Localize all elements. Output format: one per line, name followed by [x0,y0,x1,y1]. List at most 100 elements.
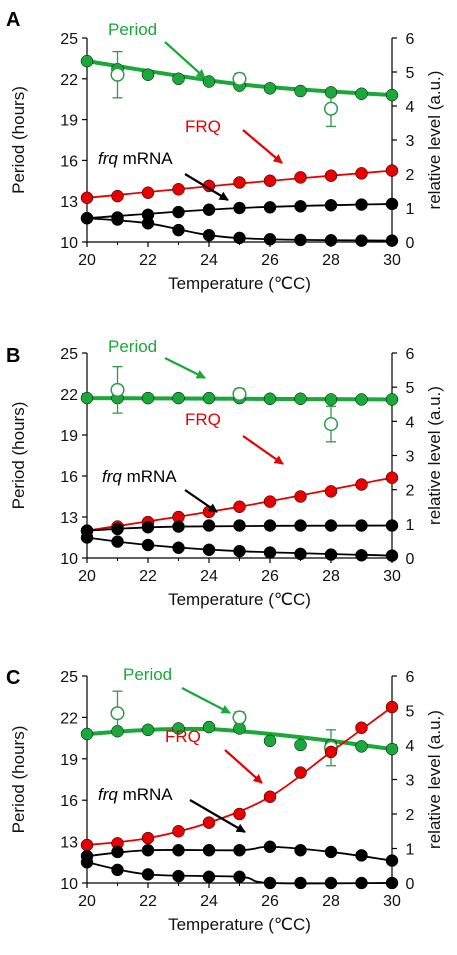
data-point [172,391,185,405]
y2-tick-label: 3 [406,449,415,466]
data-point [294,547,307,561]
arrow-frq [242,435,284,465]
data-point [385,519,399,532]
data-point [233,843,246,857]
y-axis-label: Period (hours) [9,726,28,834]
annotation-frq: FRQ [185,117,221,136]
y2-tick-label: 2 [406,167,415,184]
y2-tick-label: 2 [406,807,415,824]
x-tick-label: 24 [200,252,218,269]
data-point [233,519,246,532]
panel-a: A 10 13 16 19 22 25 0 1 2 3 4 5 6 20 22 24 26 28 30 Temperat… [6,9,444,293]
y-tick-label: 16 [60,469,78,486]
x-tick-label: 22 [139,893,157,910]
data-point [263,82,277,95]
data-point [263,734,277,748]
y-tick-label: 16 [60,153,78,170]
data-point [385,876,399,890]
y-tick-label: 19 [60,752,78,769]
series-mrna-bottom [80,856,399,890]
x-tick-label: 24 [200,568,218,585]
data-point-open [232,710,247,725]
data-point [111,845,124,859]
y2-tick-label: 0 [406,235,415,252]
arrow-mrna [184,489,218,513]
data-point [324,845,338,859]
annotation-period: Period [108,337,157,356]
series-mrna-bottom [80,531,399,562]
data-point [80,531,94,544]
x-tick-label: 22 [139,568,157,585]
data-point [385,197,399,211]
series-mrna-top [80,840,399,867]
data-point [294,490,307,503]
y-tick-label: 22 [60,72,78,89]
y-tick-label: 25 [60,31,78,48]
data-point [202,391,216,405]
data-point-open [323,101,339,116]
y2-tick-label: 6 [406,31,415,48]
y2-tick-label: 1 [406,201,415,218]
y2-tick-label: 0 [406,876,415,893]
data-point [263,519,277,532]
y2-axis-label: relative level (a.u.) [425,71,444,210]
data-point [202,228,216,242]
data-point [294,84,307,98]
panel-c: C 10 13 16 19 22 25 0 1 2 3 4 5 6 20 22 24 26 28 30 Temperat… [6,665,444,934]
x-tick-label: 28 [322,568,340,585]
y2-tick-label: 3 [406,773,415,790]
data-point [80,727,94,741]
data-point [141,68,155,81]
data-point-open [232,71,247,86]
x-tick-label: 30 [383,252,401,269]
y2-tick-label: 5 [406,380,415,397]
x-tick-label: 20 [78,252,96,269]
y-tick-label: 22 [60,387,78,404]
x-axis-label: Temperature (℃C) [168,590,311,609]
data-point [294,392,307,406]
data-point-open [110,382,125,397]
data-point [294,171,307,184]
x-axis-label: Temperature (℃C) [168,274,311,293]
y2-axis-label: relative level (a.u.) [425,386,444,525]
data-point [355,721,368,734]
data-point [80,856,94,869]
y-tick-label: 10 [60,551,78,568]
panel-letter: A [6,9,20,31]
data-point [355,478,368,491]
data-point [172,825,185,838]
data-point [202,870,216,884]
data-point [202,543,216,557]
data-point [172,722,185,735]
data-point [141,868,155,881]
arrow-period [164,41,206,79]
y-tick-label: 19 [60,428,78,445]
data-point [202,816,216,829]
data-point [355,87,368,101]
data-point [355,393,368,406]
data-point [385,393,399,406]
data-point [263,790,277,803]
data-point [233,176,246,189]
data-point [172,183,185,196]
data-point [233,544,246,558]
annotation-mrna-text: mRNA [118,785,173,804]
x-tick-label: 30 [383,568,401,585]
data-point [141,391,155,405]
annotation-frq-italic: frq [98,149,118,168]
data-point [141,217,155,230]
data-point [385,88,399,102]
data-point [263,174,277,188]
y-tick-label: 22 [60,710,78,727]
data-point [263,495,277,508]
data-point [324,876,338,890]
series-mrna-bottom [80,211,399,247]
data-point [111,522,124,536]
y-tick-label: 25 [60,346,78,363]
data-point [111,213,124,226]
annotation-frq-italic: frq [98,785,118,804]
annotation-frq: FRQ [185,410,221,429]
data-point [385,471,399,484]
data-point [263,233,277,246]
